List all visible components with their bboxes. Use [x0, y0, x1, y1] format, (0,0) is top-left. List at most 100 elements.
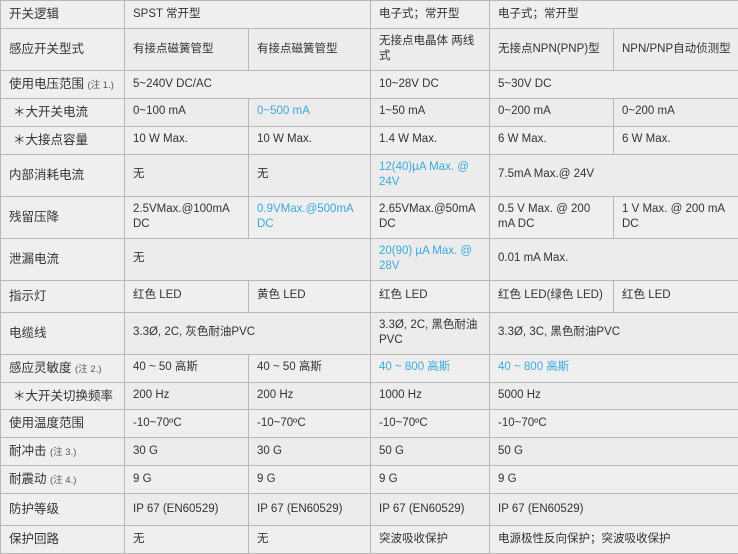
row-label-text: 感应灵敏度 — [9, 361, 72, 375]
table-cell: 10~28V DC — [371, 70, 490, 98]
table-cell: 0~200 mA — [614, 98, 738, 126]
cell-value-highlighted: 12(40)µA Max. @ 24V — [379, 160, 482, 191]
table-cell: 30 G — [249, 438, 371, 466]
row-label-text: 残留压降 — [9, 210, 59, 224]
table-cell: 6 W Max. — [490, 126, 614, 154]
cell-value: 1000 Hz — [379, 388, 482, 404]
cell-value: 3.3Ø, 3C, 黑色耐油PVC — [498, 325, 731, 341]
table-cell: 3.3Ø, 2C, 灰色耐油PVC — [125, 312, 371, 354]
table-row: 感应开关型式有接点磁簧管型有接点磁簧管型无接点电晶体 两线式无接点NPN(PNP… — [1, 28, 738, 70]
cell-value: 2.65VMax.@50mA DC — [379, 202, 482, 233]
table-cell: 40 ~ 800 高斯 — [371, 354, 490, 382]
cell-value: 无 — [133, 167, 241, 183]
cell-value: 0~200 mA — [498, 104, 606, 120]
row-label-text: 使用温度范围 — [9, 416, 84, 430]
table-cell: 0.9VMax.@500mA DC — [249, 196, 371, 238]
table-cell: 9 G — [490, 466, 738, 494]
table-cell: 电子式；常开型 — [490, 1, 738, 29]
table-cell: 3.3Ø, 3C, 黑色耐油PVC — [490, 312, 738, 354]
cell-value: 5~30V DC — [498, 77, 731, 93]
table-cell: 2.65VMax.@50mA DC — [371, 196, 490, 238]
cell-value: IP 67 (EN60529) — [133, 502, 241, 518]
row-label-text: 保护回路 — [9, 532, 59, 546]
table-cell: 无接点电晶体 两线式 — [371, 28, 490, 70]
row-label: 防护等级 — [1, 494, 125, 526]
cell-value: 5~240V DC/AC — [133, 77, 363, 93]
table-cell: -10~70ºC — [125, 410, 249, 438]
row-label-text: ＊大开关切换频率 — [13, 389, 113, 403]
table-cell: 黄色 LED — [249, 280, 371, 312]
row-label-text: 使用电压范围 — [9, 77, 84, 91]
row-label: 感应灵敏度 (注 2.) — [1, 354, 125, 382]
row-label-text: ＊大开关电流 — [13, 105, 88, 119]
cell-value: 200 Hz — [133, 388, 241, 404]
cell-value: SPST 常开型 — [133, 7, 363, 23]
table-cell: 9 G — [371, 466, 490, 494]
row-label: 泄漏电流 — [1, 238, 125, 280]
cell-value: 10~28V DC — [379, 77, 482, 93]
row-label-note: (注 3.) — [50, 447, 76, 458]
cell-value: 红色 LED(绿色 LED) — [498, 288, 606, 304]
table-cell: 7.5mA Max.@ 24V — [490, 154, 738, 196]
cell-value: 无 — [133, 532, 241, 548]
cell-value: 10 W Max. — [133, 132, 241, 148]
cell-value: IP 67 (EN60529) — [379, 502, 482, 518]
table-cell: IP 67 (EN60529) — [125, 494, 249, 526]
cell-value: 无 — [133, 251, 363, 267]
table-row: 残留压降 2.5VMax.@100mA DC 0.9VMax.@500mA DC 2.… — [1, 196, 738, 238]
row-label: ＊大接点容量 — [1, 126, 125, 154]
table-cell: 无接点NPN(PNP)型 — [490, 28, 614, 70]
table-cell: 12(40)µA Max. @ 24V — [371, 154, 490, 196]
row-label-text: 电缆线 — [9, 326, 47, 340]
cell-value: 电子式；常开型 — [379, 7, 482, 23]
table-cell: 电子式；常开型 — [371, 1, 490, 29]
cell-value-highlighted: 40 ~ 800 高斯 — [379, 360, 482, 376]
table-cell: 20(90) µA Max. @ 28V — [371, 238, 490, 280]
table-cell: NPN/PNP自动侦测型 — [614, 28, 738, 70]
table-cell: IP 67 (EN60529) — [249, 494, 371, 526]
row-label-text: 耐冲击 — [9, 444, 47, 458]
table-cell: 40 ~ 50 高斯 — [249, 354, 371, 382]
cell-value: 3.3Ø, 2C, 黑色耐油PVC — [379, 318, 482, 349]
table-cell: 50 G — [490, 438, 738, 466]
row-label-text: ＊大接点容量 — [13, 133, 88, 147]
cell-value: 2.5VMax.@100mA DC — [133, 202, 241, 233]
table-cell: 10 W Max. — [249, 126, 371, 154]
cell-value: 0~100 mA — [133, 104, 241, 120]
table-row: 防护等级 IP 67 (EN60529) IP 67 (EN60529) IP 67 … — [1, 494, 738, 526]
cell-value: -10~70ºC — [379, 416, 482, 432]
table-cell: 1000 Hz — [371, 382, 490, 410]
cell-value: 0.5 V Max. @ 200 mA DC — [498, 202, 606, 233]
table-cell: 10 W Max. — [125, 126, 249, 154]
cell-value: 5000 Hz — [498, 388, 731, 404]
cell-value: 200 Hz — [257, 388, 363, 404]
table-cell: 0~500 mA — [249, 98, 371, 126]
cell-value: 10 W Max. — [257, 132, 363, 148]
table-cell: 5~30V DC — [490, 70, 738, 98]
cell-value: -10~70ºC — [257, 416, 363, 432]
table-cell: 有接点磁簧管型 — [125, 28, 249, 70]
cell-value: -10~70ºC — [133, 416, 241, 432]
table-row: ＊大开关电流 0~100 mA 0~500 mA 1~50 mA 0~200 mA 0~2… — [1, 98, 738, 126]
table-cell: 突波吸收保护 — [371, 526, 490, 554]
table-cell: 2.5VMax.@100mA DC — [125, 196, 249, 238]
table-cell: 6 W Max. — [614, 126, 738, 154]
table-cell: 1~50 mA — [371, 98, 490, 126]
cell-value: 有接点磁簧管型 — [133, 42, 241, 58]
cell-value: 0~200 mA — [622, 104, 731, 120]
cell-value: 突波吸收保护 — [379, 532, 482, 548]
row-label: 开关逻辑 — [1, 1, 125, 29]
cell-value-highlighted: 0~500 mA — [257, 104, 363, 120]
table-cell: IP 67 (EN60529) — [371, 494, 490, 526]
table-cell: 40 ~ 800 高斯 — [490, 354, 738, 382]
